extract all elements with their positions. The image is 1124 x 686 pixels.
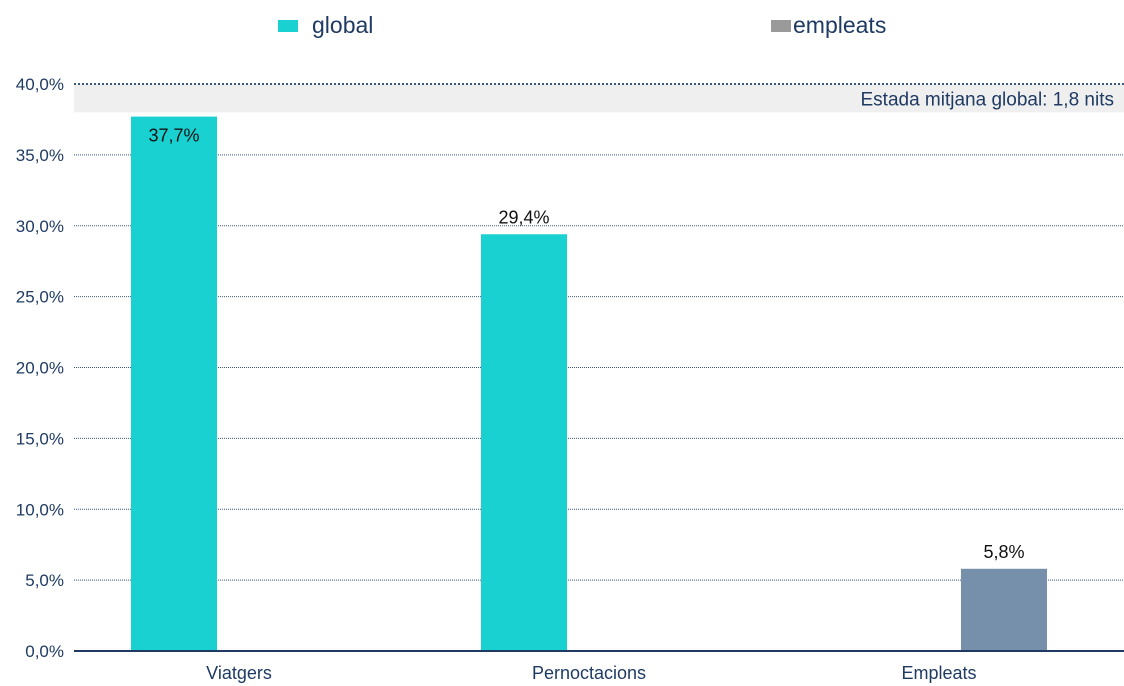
y-tick-label: 0,0% [25, 642, 64, 661]
y-tick-label: 5,0% [25, 571, 64, 590]
y-tick-label: 20,0% [16, 359, 64, 378]
x-axis: Viatgers Pernoctacions Empleats [206, 663, 976, 683]
y-tick-label: 30,0% [16, 217, 64, 236]
data-label: 29,4% [498, 207, 549, 227]
annotation-label: Estada mitjana global: 1,8 nits [861, 89, 1115, 110]
bars [131, 116, 1047, 652]
y-tick-label: 35,0% [16, 146, 64, 165]
legend-label-empleats: empleats [793, 12, 886, 38]
legend-swatch-empleats [771, 20, 791, 32]
data-label: 5,8% [983, 542, 1024, 562]
bar-global-pernoctacions [481, 234, 567, 651]
y-tick-label: 15,0% [16, 429, 64, 448]
y-tick-label: 10,0% [16, 500, 64, 519]
y-tick-label: 25,0% [16, 288, 64, 307]
annotation-band [74, 84, 1124, 113]
grid-lines [74, 83, 1124, 581]
x-tick-label: Empleats [901, 663, 976, 683]
data-label: 37,7% [148, 126, 199, 146]
y-axis: 0,0% 5,0% 10,0% 15,0% 20,0% 25,0% 30,0% 35,0% 40… [16, 75, 64, 661]
legend-swatch-global [278, 20, 298, 32]
x-tick-label: Viatgers [206, 663, 272, 683]
x-tick-label: Pernoctacions [532, 663, 646, 683]
bar-global-viatgers [131, 116, 217, 652]
y-tick-label: 40,0% [16, 75, 64, 94]
legend: global empleats [278, 12, 886, 38]
data-labels: 37,7% 29,4% 5,8% [148, 126, 1024, 562]
legend-label-global: global [312, 12, 373, 38]
bar-empleats-empleats [961, 568, 1047, 651]
